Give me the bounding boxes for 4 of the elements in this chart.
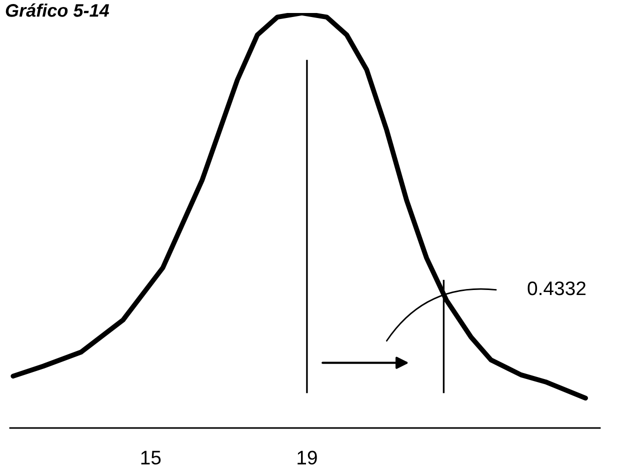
chart-title: Gráfico 5-14	[6, 3, 110, 17]
x-tick-label: 15	[141, 450, 161, 465]
x-tick-label: 19	[298, 450, 317, 465]
annotation: 0.4332	[528, 281, 586, 296]
